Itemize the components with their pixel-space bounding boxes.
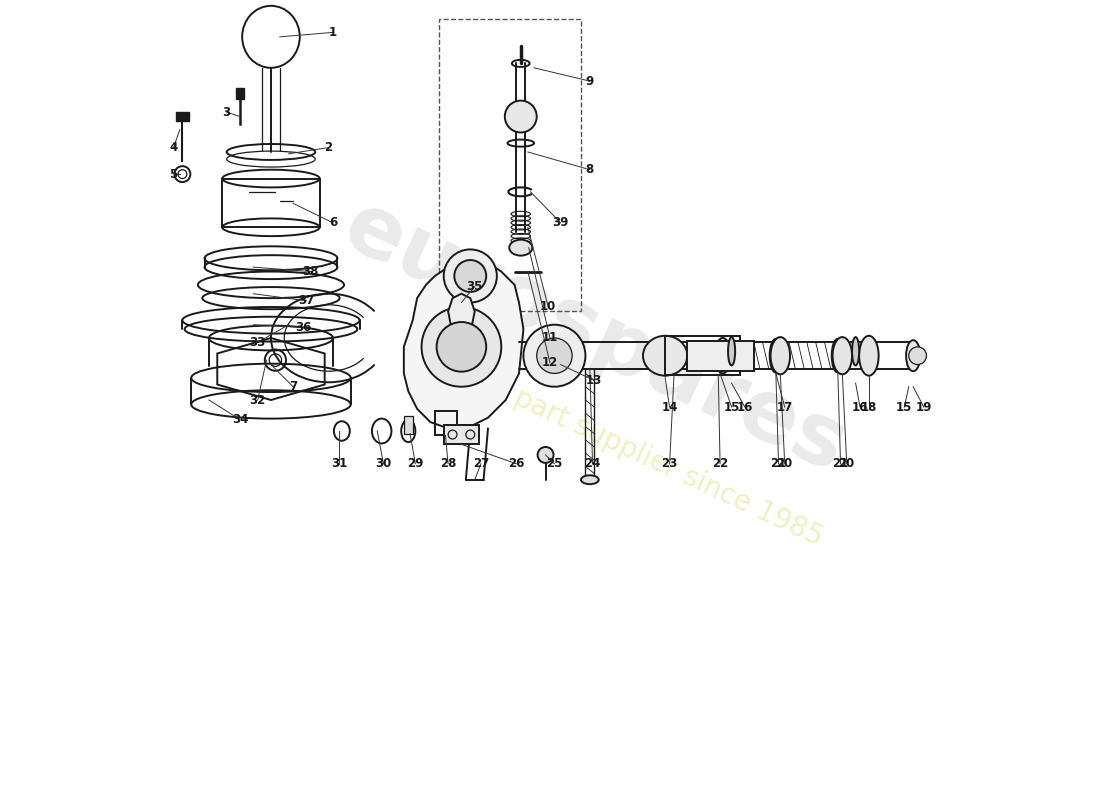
Ellipse shape bbox=[509, 240, 532, 256]
Bar bbox=[439, 19, 581, 311]
Text: 16: 16 bbox=[737, 401, 754, 414]
Text: 17: 17 bbox=[777, 401, 793, 414]
Text: 10: 10 bbox=[540, 301, 557, 314]
Text: 33: 33 bbox=[250, 336, 266, 349]
Text: 29: 29 bbox=[407, 458, 424, 470]
Text: 20: 20 bbox=[777, 458, 793, 470]
Text: 25: 25 bbox=[547, 458, 562, 470]
Ellipse shape bbox=[833, 337, 853, 374]
Text: 28: 28 bbox=[440, 458, 456, 470]
Ellipse shape bbox=[859, 336, 879, 376]
Circle shape bbox=[524, 325, 585, 386]
Text: 21: 21 bbox=[770, 458, 786, 470]
Text: 3: 3 bbox=[222, 106, 231, 118]
Ellipse shape bbox=[906, 340, 921, 371]
Circle shape bbox=[454, 260, 486, 292]
Ellipse shape bbox=[770, 339, 782, 373]
Text: 27: 27 bbox=[473, 458, 490, 470]
Text: 39: 39 bbox=[552, 216, 569, 230]
Text: 15: 15 bbox=[896, 401, 913, 414]
Bar bbox=[236, 88, 243, 99]
Text: 4: 4 bbox=[169, 141, 178, 154]
Text: 7: 7 bbox=[289, 380, 297, 394]
Text: 14: 14 bbox=[661, 401, 678, 414]
Text: 19: 19 bbox=[915, 401, 932, 414]
Text: 6: 6 bbox=[329, 216, 337, 230]
Text: 20: 20 bbox=[838, 458, 855, 470]
Text: 12: 12 bbox=[542, 356, 558, 370]
Circle shape bbox=[443, 250, 497, 302]
Text: a part supplier since 1985: a part supplier since 1985 bbox=[485, 373, 827, 551]
Bar bbox=[666, 336, 740, 375]
Text: 8: 8 bbox=[585, 163, 594, 176]
Text: 5: 5 bbox=[169, 168, 178, 181]
Ellipse shape bbox=[728, 337, 735, 366]
Ellipse shape bbox=[644, 336, 688, 376]
Text: 15: 15 bbox=[724, 401, 740, 414]
Bar bbox=[443, 425, 480, 444]
Text: 32: 32 bbox=[250, 394, 266, 406]
Ellipse shape bbox=[852, 337, 859, 366]
Text: 2: 2 bbox=[324, 141, 332, 154]
Text: 23: 23 bbox=[661, 458, 678, 470]
Text: 35: 35 bbox=[466, 280, 483, 293]
Text: 1: 1 bbox=[329, 26, 337, 39]
Circle shape bbox=[421, 307, 502, 386]
Text: 36: 36 bbox=[296, 321, 312, 334]
Text: 34: 34 bbox=[232, 413, 249, 426]
Text: 21: 21 bbox=[833, 458, 849, 470]
Text: 18: 18 bbox=[860, 401, 877, 414]
Text: 37: 37 bbox=[298, 294, 315, 307]
Circle shape bbox=[437, 322, 486, 372]
Bar bbox=[688, 341, 754, 370]
Text: 30: 30 bbox=[375, 458, 392, 470]
Text: 24: 24 bbox=[584, 458, 601, 470]
Bar bbox=[176, 112, 188, 121]
Polygon shape bbox=[404, 262, 524, 428]
Circle shape bbox=[505, 101, 537, 133]
Ellipse shape bbox=[581, 475, 598, 484]
Bar bbox=[404, 416, 412, 434]
Text: 26: 26 bbox=[508, 458, 525, 470]
Text: eurospares: eurospares bbox=[330, 186, 859, 490]
Text: 31: 31 bbox=[331, 458, 348, 470]
Ellipse shape bbox=[771, 337, 790, 374]
Ellipse shape bbox=[832, 339, 844, 373]
Circle shape bbox=[537, 338, 572, 374]
Ellipse shape bbox=[715, 338, 730, 374]
Text: 9: 9 bbox=[585, 74, 594, 88]
Text: 16: 16 bbox=[851, 401, 868, 414]
Polygon shape bbox=[448, 294, 475, 331]
Circle shape bbox=[909, 347, 926, 365]
Bar bbox=[222, 178, 320, 227]
Text: 11: 11 bbox=[542, 331, 558, 345]
Text: 38: 38 bbox=[302, 265, 319, 278]
Bar bbox=[434, 410, 456, 435]
Circle shape bbox=[538, 447, 553, 463]
Text: 22: 22 bbox=[712, 458, 728, 470]
Text: 13: 13 bbox=[586, 374, 603, 387]
